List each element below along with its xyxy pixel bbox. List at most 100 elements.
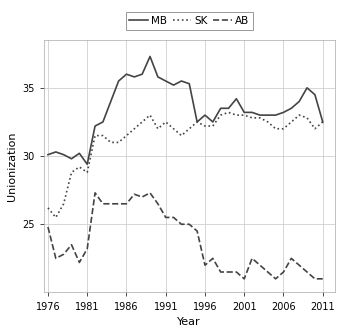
- MB: [62, 153, 66, 157]
- SK: [164, 120, 168, 124]
- SK: [148, 113, 152, 117]
- AB: [101, 202, 105, 206]
- AB: [140, 195, 144, 199]
- SK: [226, 110, 230, 114]
- MB: [109, 100, 113, 104]
- SK: [313, 127, 317, 131]
- SK: [250, 116, 254, 120]
- AB: [125, 202, 129, 206]
- AB: [195, 229, 199, 233]
- MB: [156, 75, 160, 79]
- MB: [218, 106, 223, 110]
- SK: [234, 113, 238, 117]
- AB: [274, 277, 278, 281]
- AB: [172, 215, 176, 219]
- SK: [132, 127, 137, 131]
- AB: [85, 247, 89, 251]
- AB: [109, 202, 113, 206]
- SK: [179, 134, 184, 138]
- SK: [258, 116, 262, 120]
- SK: [203, 124, 207, 128]
- MB: [297, 100, 301, 104]
- AB: [297, 263, 301, 267]
- SK: [156, 127, 160, 131]
- SK: [281, 127, 285, 131]
- MB: [250, 110, 254, 114]
- SK: [172, 127, 176, 131]
- AB: [156, 202, 160, 206]
- SK: [117, 140, 121, 144]
- SK: [297, 113, 301, 117]
- MB: [281, 110, 285, 114]
- AB: [54, 257, 58, 261]
- SK: [321, 120, 325, 124]
- AB: [46, 225, 50, 229]
- SK: [62, 202, 66, 206]
- MB: [85, 162, 89, 166]
- MB: [321, 120, 325, 124]
- MB: [289, 106, 293, 110]
- AB: [211, 257, 215, 261]
- AB: [179, 222, 184, 226]
- MB: [140, 72, 144, 76]
- MB: [258, 113, 262, 117]
- SK: [54, 215, 58, 219]
- AB: [93, 191, 97, 195]
- MB: [69, 157, 73, 161]
- SK: [211, 124, 215, 128]
- SK: [69, 170, 73, 174]
- MB: [266, 113, 270, 117]
- X-axis label: Year: Year: [177, 317, 201, 327]
- SK: [274, 127, 278, 131]
- SK: [46, 206, 50, 210]
- MB: [101, 120, 105, 124]
- MB: [148, 54, 152, 58]
- Legend: MB, SK, AB: MB, SK, AB: [126, 12, 253, 30]
- MB: [234, 97, 238, 101]
- SK: [289, 120, 293, 124]
- AB: [281, 270, 285, 274]
- SK: [85, 170, 89, 174]
- MB: [211, 120, 215, 124]
- MB: [313, 93, 317, 97]
- AB: [313, 277, 317, 281]
- AB: [321, 277, 325, 281]
- AB: [234, 270, 238, 274]
- MB: [117, 79, 121, 83]
- AB: [148, 191, 152, 195]
- MB: [274, 113, 278, 117]
- Line: AB: AB: [48, 193, 323, 279]
- AB: [77, 261, 81, 265]
- AB: [250, 257, 254, 261]
- AB: [226, 270, 230, 274]
- AB: [164, 215, 168, 219]
- SK: [140, 120, 144, 124]
- SK: [266, 120, 270, 124]
- MB: [164, 79, 168, 83]
- MB: [54, 150, 58, 154]
- AB: [258, 263, 262, 267]
- SK: [218, 113, 223, 117]
- MB: [46, 153, 50, 157]
- MB: [77, 151, 81, 155]
- MB: [203, 113, 207, 117]
- SK: [195, 120, 199, 124]
- AB: [289, 257, 293, 261]
- SK: [125, 134, 129, 138]
- Y-axis label: Unionization: Unionization: [7, 132, 17, 201]
- MB: [93, 124, 97, 128]
- AB: [69, 243, 73, 247]
- AB: [266, 270, 270, 274]
- MB: [132, 75, 137, 79]
- AB: [305, 270, 309, 274]
- AB: [187, 222, 191, 226]
- AB: [218, 270, 223, 274]
- Line: SK: SK: [48, 112, 323, 217]
- MB: [305, 86, 309, 90]
- SK: [109, 140, 113, 144]
- MB: [242, 110, 246, 114]
- SK: [77, 165, 81, 169]
- MB: [125, 72, 129, 76]
- AB: [242, 277, 246, 281]
- SK: [93, 134, 97, 138]
